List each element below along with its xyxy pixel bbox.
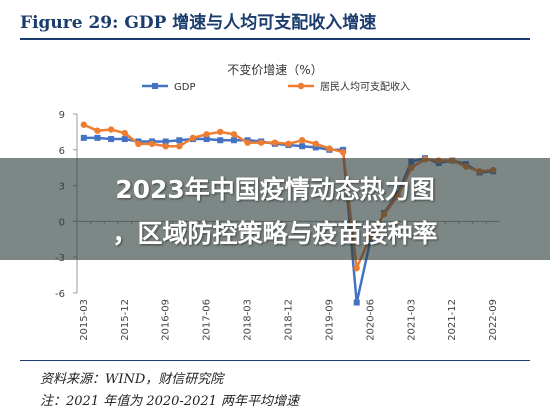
data-point-gdp (217, 137, 224, 144)
data-point-gdp (108, 136, 115, 143)
data-point-income (353, 264, 360, 272)
data-point-income (298, 137, 306, 144)
data-point-gdp (80, 134, 87, 141)
x-tick-label: 2022-09 (488, 299, 499, 341)
figure-title: Figure 29: GDP 增速与人均可支配收入增速 (20, 13, 377, 33)
x-tick-label: 2019-09 (324, 299, 335, 341)
x-tick-label: 2015-03 (79, 299, 90, 341)
data-point-income (135, 140, 142, 148)
y-tick-label: -6 (55, 289, 65, 300)
data-point-income (271, 139, 279, 146)
chart-title: 不变价增速（%） (227, 62, 322, 77)
legend-label: GDP (174, 82, 195, 93)
data-point-gdp (312, 144, 319, 151)
overlay-headline: 2023年中国疫情动态热力图 (115, 175, 435, 204)
source-note: 资料来源：WIND，财信研究院 (40, 372, 224, 387)
data-point-gdp (94, 134, 101, 141)
data-point-income (285, 140, 292, 148)
data-point-income (244, 139, 251, 146)
legend-marker (152, 83, 158, 89)
data-point-income (162, 143, 169, 150)
y-tick-label: 6 (59, 146, 65, 157)
x-tick-label: 2018-03 (243, 299, 254, 341)
title-rule (20, 38, 530, 40)
legend-marker (297, 82, 305, 90)
x-tick-label: 2021-03 (406, 299, 417, 341)
x-tick-label: 2018-12 (284, 299, 295, 341)
data-point-income (312, 140, 319, 148)
x-tick-label: 2020-06 (365, 299, 376, 341)
data-point-gdp (162, 138, 169, 145)
overlay-banner: 2023年中国疫情动态热力图 ，区域防控策略与疫苗接种率 (0, 158, 550, 260)
x-tick-label: 2017-06 (202, 299, 213, 341)
data-point-gdp (353, 299, 360, 306)
data-point-income (217, 128, 224, 136)
data-point-income (148, 140, 156, 148)
data-point-income (203, 131, 210, 138)
legend: GDP 居民人均可支配收入 (142, 80, 410, 93)
footnote: 注：2021 年值为 2020-2021 两年平均增速 (40, 394, 300, 409)
overlay-subheadline: ，区域防控策略与疫苗接种率 (112, 219, 438, 248)
x-tick-label: 2021-12 (447, 299, 458, 341)
data-point-gdp (121, 136, 128, 143)
data-point-gdp (203, 136, 210, 143)
source-rule (20, 360, 530, 361)
data-point-income (230, 131, 238, 138)
data-point-income (176, 143, 183, 150)
data-point-income (107, 126, 115, 133)
data-point-income (189, 134, 197, 142)
data-point-income (80, 121, 88, 128)
data-point-gdp (176, 137, 183, 144)
data-point-gdp (299, 143, 306, 150)
data-point-income (339, 148, 347, 156)
data-point-gdp (230, 137, 237, 144)
data-point-income (121, 129, 128, 137)
data-point-income (326, 145, 333, 152)
data-point-income (258, 139, 265, 146)
y-tick-label: 9 (59, 110, 65, 121)
x-tick-label: 2016-09 (161, 299, 172, 341)
legend-label: 居民人均可支配收入 (320, 80, 410, 93)
data-point-income (94, 127, 101, 134)
x-tick-label: 2015-12 (120, 299, 131, 341)
